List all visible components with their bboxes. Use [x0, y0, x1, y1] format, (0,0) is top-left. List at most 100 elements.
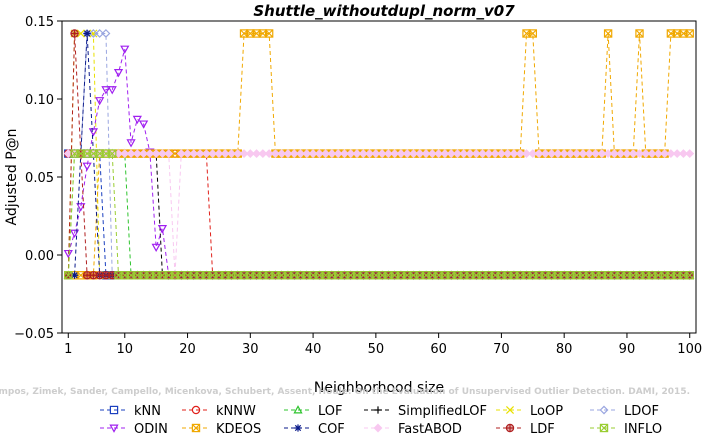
x-tick-label: 30: [242, 342, 259, 357]
data-point-fastabod: [396, 149, 406, 159]
data-point-cof: [70, 271, 79, 279]
data-point-fastabod: [296, 149, 305, 159]
data-point-fastabod: [145, 149, 155, 159]
y-tick-label: 0.05: [25, 171, 54, 186]
legend-label: LDF: [530, 422, 555, 434]
data-point-fastabod: [352, 149, 362, 159]
watermark-citation: Campos, Zimek, Sander, Campello, Micenko…: [0, 387, 690, 397]
data-point-ldf: [70, 29, 79, 38]
series-inflo: [64, 149, 694, 280]
legend-marker: [109, 424, 119, 433]
data-point-fastabod: [528, 149, 538, 159]
legend-item-loop: LoOP: [496, 404, 563, 419]
legend-label: ODIN: [134, 422, 168, 434]
data-point-ldof: [88, 29, 98, 38]
legend: kNN kNNW LOF SimplifiedLOF LoOP LDOF ODIN KDEOS…: [100, 404, 662, 437]
data-point-fastabod: [566, 149, 575, 159]
data-point-fastabod: [383, 149, 393, 159]
data-point-odin: [63, 249, 73, 259]
data-point-fastabod: [126, 149, 136, 159]
data-point-odin: [69, 229, 80, 238]
data-point-odin: [101, 86, 111, 95]
data-point-fastabod: [509, 149, 519, 159]
data-point-fastabod: [183, 149, 192, 159]
data-point-fastabod: [264, 149, 274, 159]
legend-label: LOF: [318, 404, 343, 419]
legend-label: INFLO: [624, 422, 662, 434]
data-point-ldof: [95, 29, 105, 38]
data-point-fastabod: [333, 149, 343, 159]
data-point-ldf: [82, 271, 92, 280]
data-point-odin: [76, 203, 86, 212]
y-tick-label: 0.00: [25, 249, 54, 264]
legend-marker: [191, 405, 201, 415]
y-axis-label: Adjusted P@n: [4, 128, 20, 225]
data-point-fastabod: [647, 149, 657, 159]
plot-frame: [61, 20, 697, 334]
data-point-fastabod: [415, 149, 425, 159]
series-simplifiedlof: [64, 150, 694, 279]
data-point-odin: [138, 120, 149, 129]
y-tick-label: 0.15: [25, 15, 54, 30]
data-point-fastabod: [421, 149, 431, 159]
data-point-fastabod: [132, 149, 142, 159]
y-tick-label: −0.05: [14, 327, 54, 342]
data-point-fastabod: [572, 149, 582, 159]
legend-item-simplifiedlof: SimplifiedLOF: [364, 404, 487, 419]
data-point-fastabod: [641, 149, 651, 159]
data-point-fastabod: [289, 149, 299, 159]
legend-marker: [505, 423, 515, 433]
data-point-cof: [83, 29, 91, 38]
data-point-fastabod: [503, 149, 513, 159]
legend-marker: [109, 405, 119, 415]
data-point-fastabod: [478, 149, 488, 159]
data-point-inflo: [685, 271, 694, 280]
x-tick-label: 90: [619, 342, 636, 357]
legend-marker: [293, 405, 303, 414]
series-line-odin: [67, 48, 690, 276]
legend-label: kNNW: [216, 404, 256, 419]
legend-marker: [373, 423, 383, 433]
data-point-fastabod: [553, 149, 563, 159]
legend-label: kNN: [134, 404, 161, 419]
x-tick-label: 40: [305, 342, 322, 357]
data-point-fastabod: [446, 149, 456, 159]
data-point-fastabod: [678, 149, 688, 159]
data-point-fastabod: [490, 149, 500, 159]
legend-marker: [599, 405, 609, 415]
x-tick-label: 60: [430, 342, 447, 357]
x-tick-label: 50: [368, 342, 385, 357]
data-point-fastabod: [214, 149, 224, 159]
data-point-fastabod: [314, 149, 324, 159]
data-point-fastabod: [227, 149, 236, 159]
data-point-inflo: [64, 271, 73, 280]
legend-marker: [374, 406, 382, 414]
data-point-odin: [151, 243, 161, 253]
data-point-loop: [76, 29, 85, 38]
data-point-fastabod: [465, 149, 475, 159]
data-point-fastabod: [327, 149, 337, 159]
data-point-kdeos: [264, 29, 274, 38]
legend-item-fastabod: FastABOD: [364, 422, 462, 437]
x-tick-label: 1: [64, 342, 72, 357]
legend-marker: [294, 424, 302, 432]
legend-label: LDOF: [624, 404, 659, 419]
legend-marker: [191, 423, 201, 433]
data-point-odin: [126, 139, 136, 148]
data-point-fastabod: [139, 149, 149, 159]
data-point-fastabod: [176, 149, 186, 159]
data-point-fastabod: [628, 149, 638, 159]
legend-label: FastABOD: [398, 422, 462, 434]
data-point-fastabod: [459, 149, 469, 159]
data-point-fastabod: [233, 149, 243, 159]
x-tick-label: 20: [179, 342, 196, 357]
x-axis-label: Neighborhood size: [314, 380, 444, 396]
data-point-fastabod: [302, 149, 312, 159]
x-tick-label: 80: [556, 342, 573, 357]
data-point-fastabod: [591, 149, 601, 159]
data-point-fastabod: [239, 149, 249, 159]
data-point-fastabod: [653, 149, 663, 159]
data-point-fastabod: [390, 149, 400, 159]
data-point-fastabod: [189, 149, 199, 159]
